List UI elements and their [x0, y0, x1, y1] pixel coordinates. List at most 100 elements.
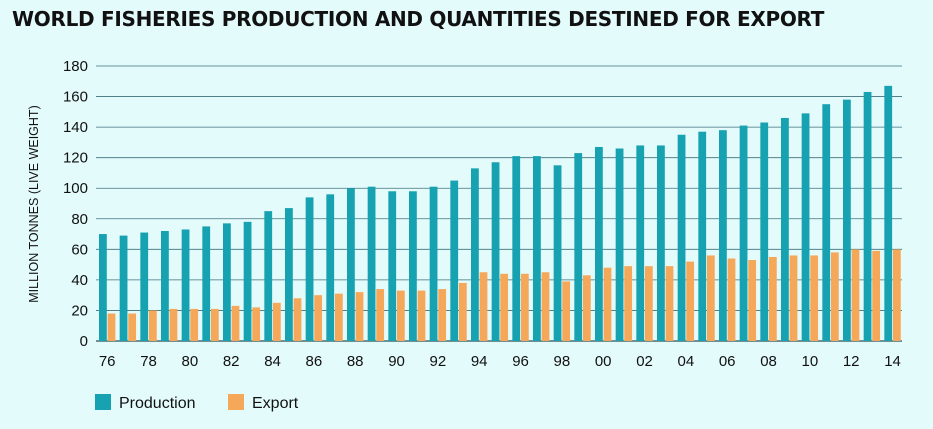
- bar-export-99: [582, 275, 591, 341]
- bar-production-13: [863, 91, 872, 341]
- x-tick-label-82: 82: [223, 353, 240, 370]
- x-tick-label-00: 00: [595, 353, 612, 370]
- bar-export-78: [148, 310, 157, 341]
- y-tick-label-140: 140: [63, 119, 88, 136]
- bar-production-98: [553, 165, 562, 341]
- bar-export-11: [830, 252, 839, 341]
- bars: [99, 85, 901, 342]
- y-tick-label-80: 80: [71, 211, 88, 228]
- bar-production-83: [243, 221, 252, 341]
- bar-export-13: [872, 250, 881, 341]
- x-tick-label-76: 76: [99, 353, 116, 370]
- x-tick-label-06: 06: [719, 353, 736, 370]
- bar-production-79: [161, 231, 169, 341]
- x-tick-label-02: 02: [636, 353, 653, 370]
- y-tick-label-100: 100: [63, 180, 88, 197]
- bar-export-09: [789, 255, 798, 341]
- bar-export-85: [293, 298, 302, 341]
- x-tick-label-12: 12: [843, 353, 860, 370]
- bar-production-77: [119, 235, 128, 341]
- bar-production-80: [181, 229, 190, 341]
- bar-export-97: [541, 272, 550, 341]
- y-tick-label-160: 160: [63, 89, 88, 106]
- bar-export-96: [520, 273, 529, 341]
- bar-export-08: [768, 256, 777, 341]
- legend-label-export: Export: [252, 395, 299, 412]
- y-tick-label-180: 180: [63, 58, 88, 75]
- x-tick-label-80: 80: [182, 353, 199, 370]
- x-tick-label-86: 86: [306, 353, 323, 370]
- x-tick-label-98: 98: [554, 353, 571, 370]
- y-axis-title: MILLION TONNES (LIVE WEIGHT): [27, 105, 41, 303]
- bar-production-06: [719, 130, 727, 341]
- bar-export-90: [396, 290, 405, 341]
- bar-production-97: [533, 156, 541, 341]
- x-tick-label-92: 92: [430, 353, 447, 370]
- legend-swatch-production: [95, 394, 111, 410]
- bar-production-12: [843, 99, 851, 341]
- x-tick-label-04: 04: [678, 353, 695, 370]
- y-axis-ticks: 0 20 40 60 80 100 120 140 160 180: [63, 58, 88, 350]
- bar-production-00: [595, 146, 603, 341]
- x-tick-label-78: 78: [140, 353, 157, 370]
- bar-export-00: [603, 267, 612, 341]
- bar-production-94: [471, 168, 479, 341]
- bar-production-87: [326, 194, 335, 341]
- bar-production-88: [347, 188, 355, 341]
- bar-export-14: [892, 249, 901, 341]
- bar-export-93: [458, 282, 467, 341]
- bar-production-05: [698, 131, 707, 341]
- bar-export-02: [644, 266, 653, 341]
- bar-export-06: [727, 258, 736, 341]
- x-tick-label-96: 96: [512, 353, 529, 370]
- bar-export-07: [748, 260, 757, 341]
- legend-label-production: Production: [119, 395, 196, 412]
- bar-export-04: [686, 261, 695, 341]
- bar-production-90: [388, 191, 397, 341]
- y-tick-label-60: 60: [71, 241, 88, 258]
- bar-export-89: [376, 289, 385, 341]
- x-tick-label-90: 90: [388, 353, 405, 370]
- bar-export-88: [355, 292, 364, 341]
- bar-export-79: [169, 308, 178, 341]
- bar-production-85: [285, 208, 293, 341]
- bar-production-11: [822, 104, 831, 341]
- bar-production-78: [140, 232, 149, 341]
- x-tick-label-94: 94: [471, 353, 488, 370]
- bar-production-82: [223, 223, 231, 341]
- bar-production-01: [615, 148, 624, 341]
- y-tick-label-40: 40: [71, 272, 88, 289]
- bar-production-91: [409, 191, 417, 341]
- bar-production-07: [739, 125, 748, 341]
- bar-export-76: [107, 313, 116, 341]
- bar-export-82: [231, 305, 240, 341]
- bar-export-95: [500, 273, 509, 341]
- bar-export-87: [334, 293, 343, 341]
- bar-production-09: [781, 117, 789, 341]
- x-tick-label-88: 88: [347, 353, 364, 370]
- bar-export-77: [128, 313, 137, 341]
- bar-production-10: [801, 113, 810, 341]
- bar-production-03: [657, 145, 665, 341]
- bar-production-84: [264, 211, 273, 341]
- bar-production-02: [636, 145, 645, 341]
- bar-export-83: [252, 307, 261, 341]
- chart-title: WORLD FISHERIES PRODUCTION AND QUANTITIE…: [12, 7, 825, 31]
- bar-production-76: [99, 234, 107, 341]
- bar-production-95: [491, 162, 500, 341]
- bar-production-89: [367, 186, 376, 341]
- bar-production-86: [305, 197, 314, 341]
- y-tick-label-0: 0: [80, 333, 88, 350]
- x-tick-label-10: 10: [802, 353, 819, 370]
- bar-export-94: [479, 272, 488, 341]
- bar-export-91: [417, 290, 426, 341]
- bar-production-04: [677, 134, 686, 341]
- bar-production-93: [450, 180, 459, 341]
- bar-production-92: [429, 186, 438, 341]
- bar-production-14: [884, 85, 893, 341]
- bar-export-05: [706, 255, 715, 341]
- bar-export-81: [210, 308, 219, 341]
- legend: Production Export: [95, 394, 299, 412]
- x-tick-label-14: 14: [884, 353, 901, 370]
